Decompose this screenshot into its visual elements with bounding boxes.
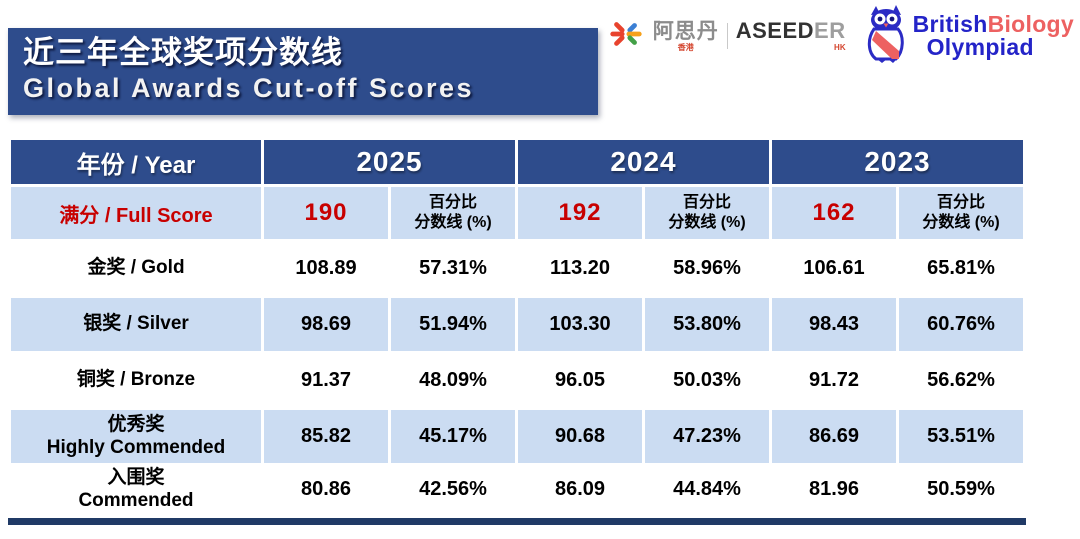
asdan-star-icon bbox=[607, 15, 645, 58]
table-row-commended: 入围奖 Commended 80.86 42.56% 86.09 44.84% … bbox=[11, 466, 1023, 514]
year-2024-header: 2024 bbox=[518, 140, 769, 184]
pct-cell: 50.03% bbox=[645, 354, 769, 407]
pct-cell: 57.31% bbox=[391, 242, 515, 295]
scores-table: 年份 / Year 2025 2024 2023 满分 / Full Score… bbox=[8, 137, 1026, 517]
bbo-logo: BritishBiology Olympiad bbox=[862, 4, 1074, 69]
score-cell: 90.68 bbox=[518, 410, 642, 463]
pct-cell: 50.59% bbox=[899, 466, 1023, 514]
full-score-row: 满分 / Full Score 190 百分比 分数线 (%) 192 百分比 … bbox=[11, 187, 1023, 239]
table-row-bronze: 铜奖 / Bronze 91.37 48.09% 96.05 50.03% 91… bbox=[11, 354, 1023, 407]
pct-cell: 51.94% bbox=[391, 298, 515, 351]
score-cell: 86.69 bbox=[772, 410, 896, 463]
table-row-highly-commended: 优秀奖 Highly Commended 85.82 45.17% 90.68 … bbox=[11, 410, 1023, 463]
pct-cell: 45.17% bbox=[391, 410, 515, 463]
award-label: 入围奖 Commended bbox=[11, 466, 261, 514]
table-row-silver: 银奖 / Silver 98.69 51.94% 103.30 53.80% 9… bbox=[11, 298, 1023, 351]
pct-cell: 53.51% bbox=[899, 410, 1023, 463]
award-label: 金奖 / Gold bbox=[11, 242, 261, 295]
award-label: 铜奖 / Bronze bbox=[11, 354, 261, 407]
aseeder-hk-label: HK bbox=[834, 43, 846, 52]
pct-header-2024: 百分比 分数线 (%) bbox=[645, 187, 769, 239]
full-score-label: 满分 / Full Score bbox=[11, 187, 261, 239]
score-cell: 96.05 bbox=[518, 354, 642, 407]
asdan-region-label: 香港 bbox=[677, 42, 694, 52]
pct-header-2023: 百分比 分数线 (%) bbox=[899, 187, 1023, 239]
pct-cell: 58.96% bbox=[645, 242, 769, 295]
owl-icon bbox=[862, 4, 908, 69]
page-title-zh: 近三年全球奖项分数线 bbox=[23, 35, 343, 70]
full-score-2024: 192 bbox=[518, 187, 642, 239]
full-score-2023: 162 bbox=[772, 187, 896, 239]
score-cell: 80.86 bbox=[264, 466, 388, 514]
award-label: 银奖 / Silver bbox=[11, 298, 261, 351]
bbo-wordmark: BritishBiology Olympiad bbox=[912, 10, 1074, 60]
page-title-en: Global Awards Cut-off Scores bbox=[23, 72, 475, 103]
score-cell: 113.20 bbox=[518, 242, 642, 295]
score-cell: 108.89 bbox=[264, 242, 388, 295]
score-cell: 85.82 bbox=[264, 410, 388, 463]
pct-cell: 53.80% bbox=[645, 298, 769, 351]
pct-header-2025: 百分比 分数线 (%) bbox=[391, 187, 515, 239]
pct-cell: 42.56% bbox=[391, 466, 515, 514]
pct-cell: 47.23% bbox=[645, 410, 769, 463]
year-2023-header: 2023 bbox=[772, 140, 1023, 184]
pct-cell: 48.09% bbox=[391, 354, 515, 407]
score-cell: 103.30 bbox=[518, 298, 642, 351]
aseeder-logo: 阿思丹 香港 ASEEDER HK bbox=[607, 15, 846, 58]
pct-cell: 60.76% bbox=[899, 298, 1023, 351]
scores-table-area: 年份 / Year 2025 2024 2023 满分 / Full Score… bbox=[8, 137, 1026, 525]
pct-cell: 44.84% bbox=[645, 466, 769, 514]
year-column-header: 年份 / Year bbox=[11, 140, 261, 184]
score-cell: 86.09 bbox=[518, 466, 642, 514]
score-cell: 91.37 bbox=[264, 354, 388, 407]
logo-divider bbox=[726, 23, 728, 49]
aseeder-wordmark: ASEEDER HK bbox=[735, 18, 846, 52]
page-title-banner: 近三年全球奖项分数线 Global Awards Cut-off Scores bbox=[8, 28, 598, 115]
score-cell: 106.61 bbox=[772, 242, 896, 295]
full-score-2025: 190 bbox=[264, 187, 388, 239]
score-cell: 91.72 bbox=[772, 354, 896, 407]
pct-cell: 65.81% bbox=[899, 242, 1023, 295]
asdan-name-zh: 阿思丹 香港 bbox=[652, 19, 719, 52]
score-cell: 98.69 bbox=[264, 298, 388, 351]
table-row-gold: 金奖 / Gold 108.89 57.31% 113.20 58.96% 10… bbox=[11, 242, 1023, 295]
award-label: 优秀奖 Highly Commended bbox=[11, 410, 261, 463]
year-header-row: 年份 / Year 2025 2024 2023 bbox=[11, 140, 1023, 184]
year-2025-header: 2025 bbox=[264, 140, 515, 184]
logo-area: 阿思丹 香港 ASEEDER HK bbox=[607, 4, 1074, 68]
pct-cell: 56.62% bbox=[899, 354, 1023, 407]
table-bottom-accent-bar bbox=[8, 517, 1026, 525]
score-cell: 81.96 bbox=[772, 466, 896, 514]
score-cell: 98.43 bbox=[772, 298, 896, 351]
